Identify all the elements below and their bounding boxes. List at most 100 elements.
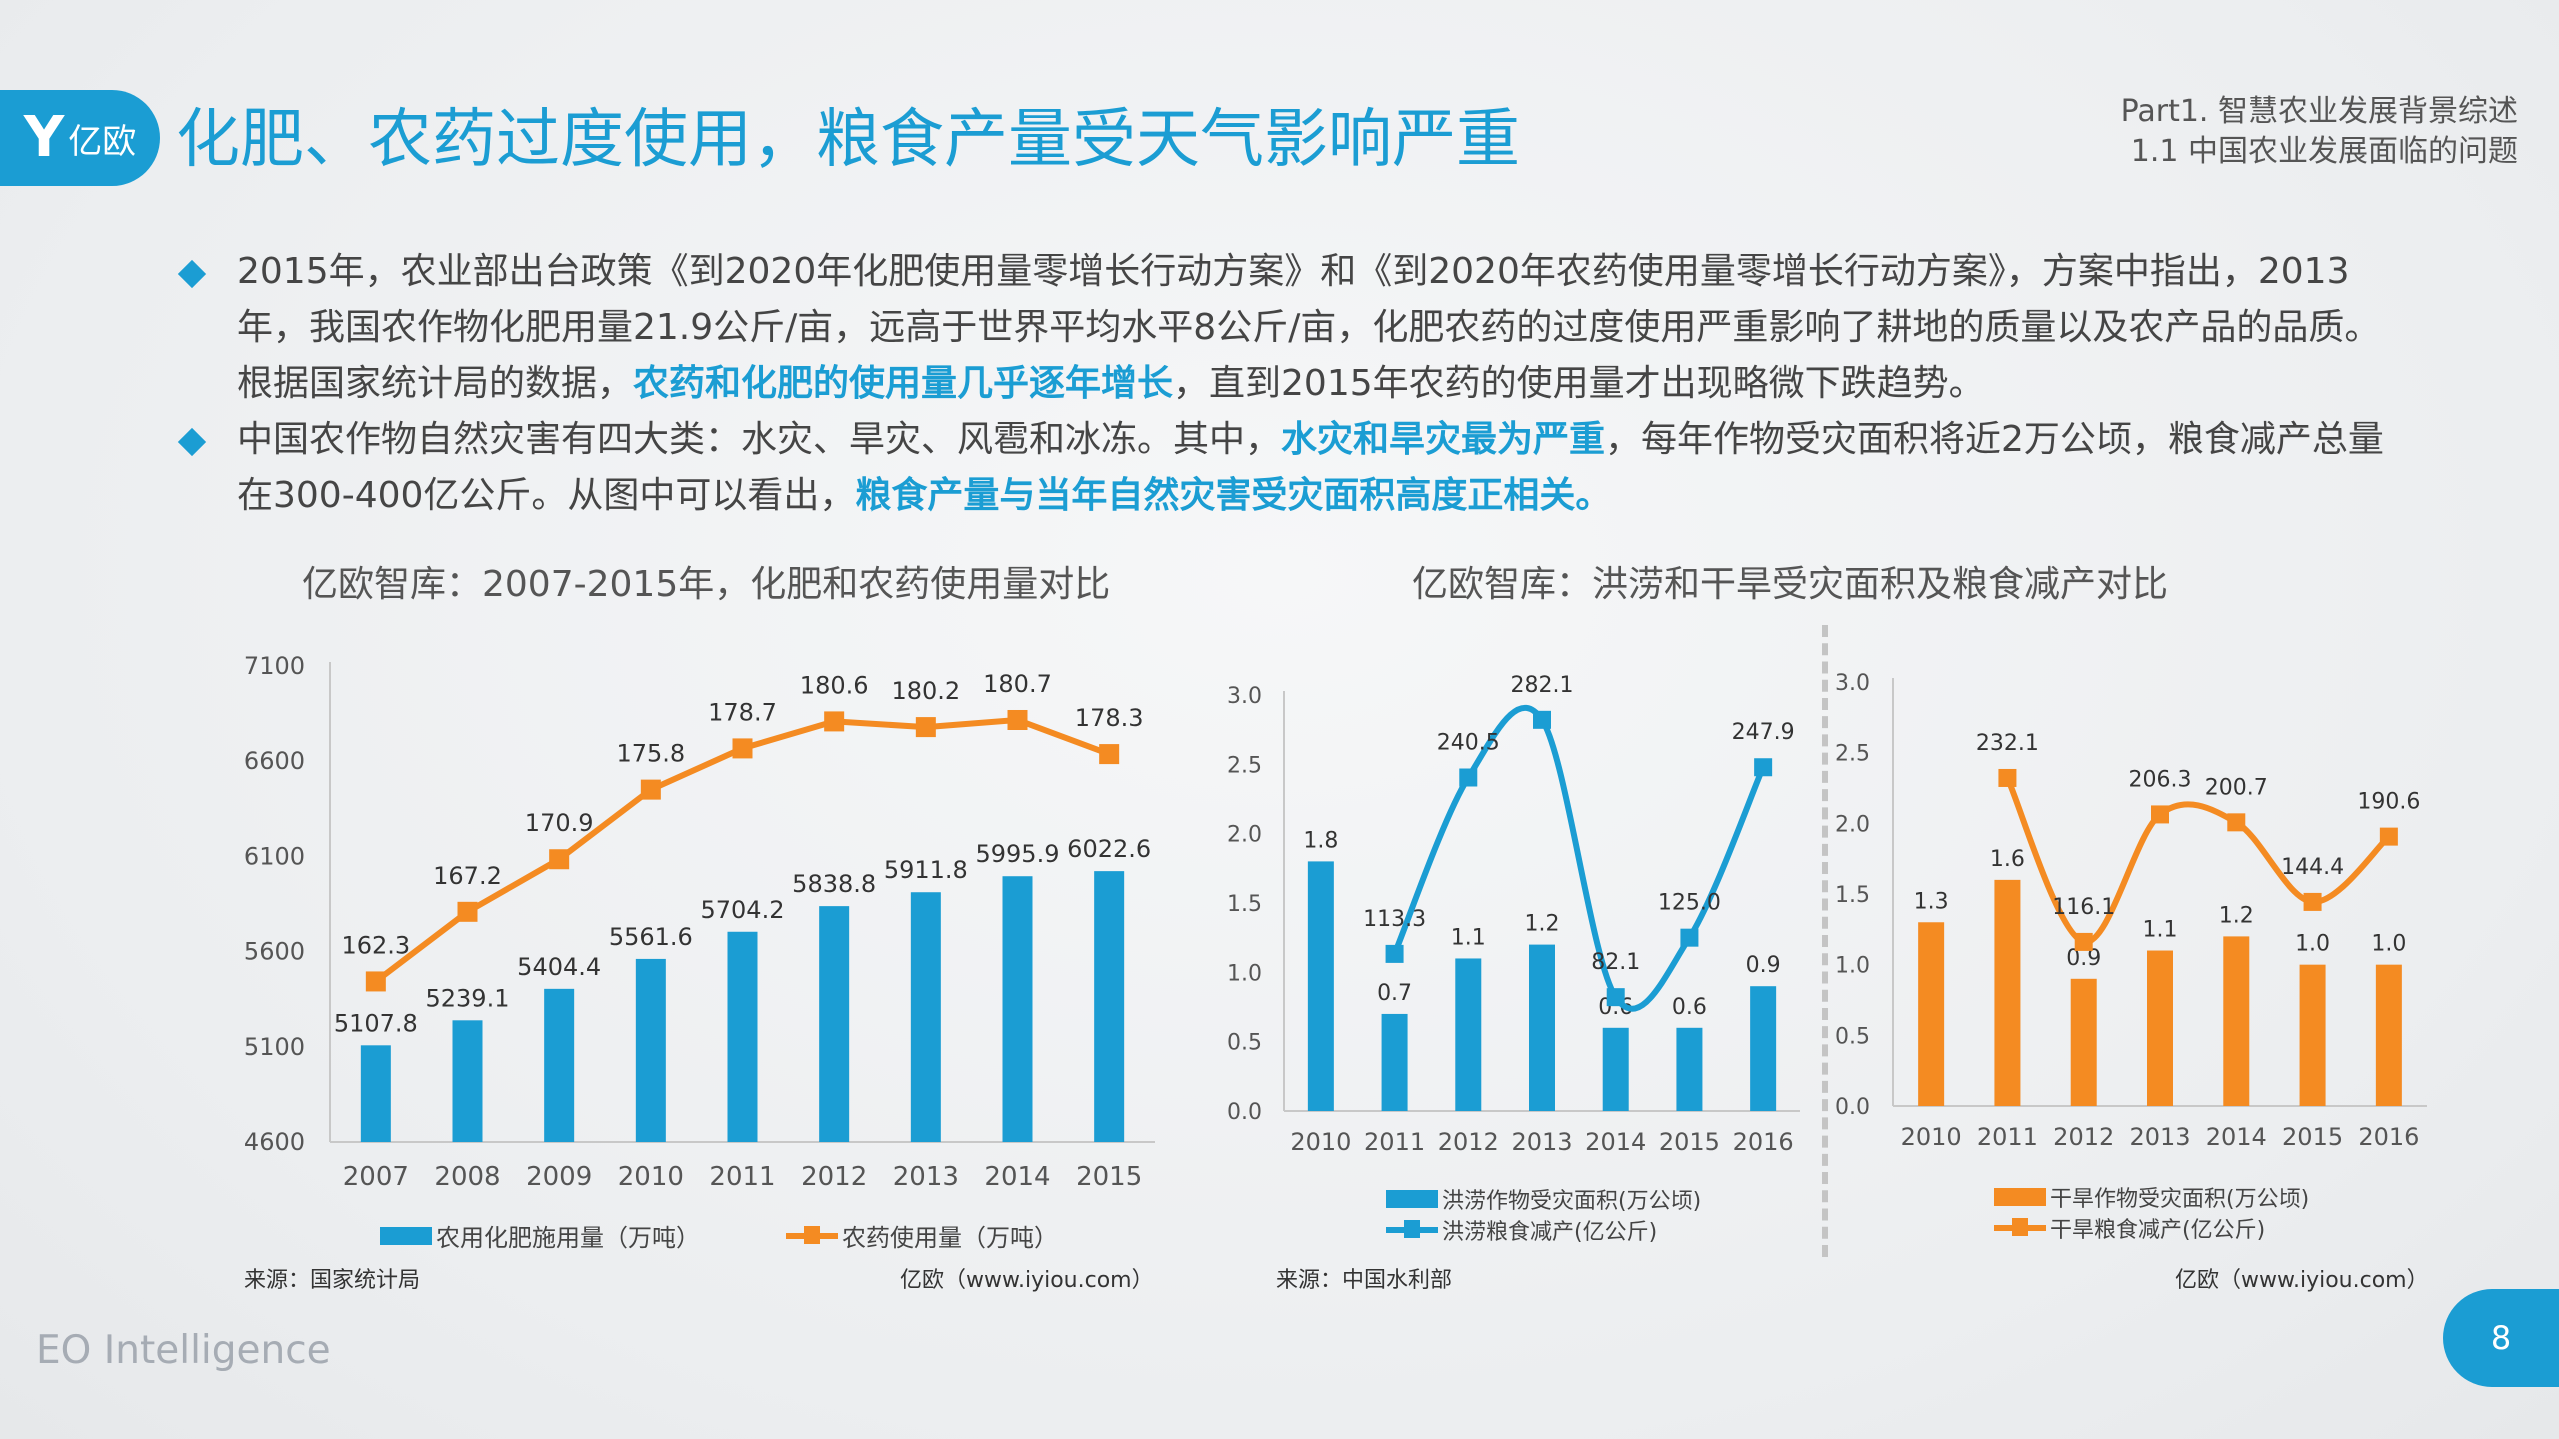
- line-marker: [549, 849, 570, 870]
- y-tick-label: 0.0: [1835, 1095, 1870, 1120]
- x-tick-label: 2016: [2358, 1123, 2419, 1151]
- bar: [1676, 1027, 1703, 1111]
- section-part: Part1. 智慧农业发展背景综述: [2120, 94, 2518, 129]
- line-data-label: 113.3: [1363, 907, 1426, 932]
- bar: [1307, 861, 1334, 1111]
- bar-data-label: 0.9: [1746, 953, 1781, 978]
- bar-data-label: 1.6: [1990, 847, 2025, 872]
- legend-label: 洪涝粮食减产(亿公斤): [1442, 1220, 1658, 1245]
- x-tick-label: 2013: [893, 1162, 959, 1192]
- bar: [2375, 964, 2402, 1106]
- y-tick-label: 3.0: [1835, 671, 1870, 696]
- y-tick-label: 2.0: [1835, 812, 1870, 837]
- y-tick-label: 1.5: [1227, 892, 1262, 917]
- line-data-label: 82.1: [1591, 950, 1640, 975]
- line-data-label: 175.8: [616, 740, 685, 768]
- bullet-text: ，每年作物受灾面积将近2万公顷，粮食减产总量在300-400亿公斤。从图中可以看…: [237, 419, 2384, 516]
- bullet-text: ，直到2015年农药的使用量才出现略微下跌趋势。: [1173, 363, 1985, 404]
- bar: [1381, 1013, 1408, 1111]
- bar: [360, 1045, 391, 1142]
- legend-bar-swatch: [1386, 1190, 1438, 1208]
- line-marker: [457, 901, 478, 922]
- line-marker: [2074, 932, 2093, 951]
- line-data-label: 190.6: [2357, 790, 2420, 815]
- bar-data-label: 1.1: [2143, 918, 2178, 943]
- x-tick-label: 2010: [1901, 1123, 1962, 1151]
- y-tick-label: 1.5: [1835, 883, 1870, 908]
- x-tick-label: 2011: [1977, 1123, 2038, 1151]
- x-tick-label: 2013: [2129, 1123, 2190, 1151]
- bullet-text: 2015年，农业部出台政策《到2020年化肥使用量零增长行动方案》和《到2020…: [237, 251, 2381, 404]
- line-marker: [640, 779, 661, 800]
- legend-line-swatch: [1994, 1218, 2046, 1236]
- y-tick-label: 2.5: [1835, 742, 1870, 767]
- legend-line-swatch: [1386, 1220, 1438, 1238]
- footer-brand: EO Intelligence: [36, 1328, 331, 1373]
- legend-item: 洪涝作物受灾面积(万公顷): [1386, 1183, 1701, 1215]
- bullet-item: 中国农作物自然灾害有四大类：水灾、旱灾、风雹和冰冻。其中，水灾和旱灾最为严重，每…: [177, 412, 2400, 524]
- bar: [727, 931, 758, 1142]
- x-tick-label: 2014: [1585, 1128, 1646, 1156]
- bar: [1529, 944, 1555, 1111]
- y-tick-label: 2.0: [1227, 823, 1262, 848]
- line-marker: [915, 717, 936, 738]
- bar: [544, 988, 575, 1142]
- bar: [910, 892, 941, 1142]
- legend-item: 洪涝粮食减产(亿公斤): [1386, 1214, 1657, 1246]
- line-data-label: 170.9: [525, 809, 594, 837]
- logo-mark-icon: Y: [23, 105, 65, 170]
- chart-source: 来源：国家统计局: [244, 1268, 421, 1293]
- line-marker: [1459, 768, 1478, 787]
- line-marker: [1680, 928, 1699, 947]
- y-tick-label: 5100: [244, 1033, 305, 1061]
- bar-data-label: 1.0: [2295, 932, 2330, 957]
- chart-source: 来源：中国水利部: [1276, 1268, 1453, 1293]
- legend-item: 农药使用量（万吨）: [786, 1218, 1058, 1253]
- page-number: 8: [2443, 1289, 2559, 1387]
- bar-data-label: 0.7: [1377, 981, 1412, 1006]
- line-data-label: 180.2: [891, 677, 960, 705]
- line-marker: [1099, 744, 1120, 765]
- x-tick-label: 2012: [801, 1162, 867, 1192]
- y-tick-label: 2.5: [1227, 753, 1262, 778]
- line-marker: [2151, 805, 2169, 824]
- legend-bar-swatch: [380, 1226, 432, 1245]
- legend-item: 农用化肥施用量（万吨）: [380, 1218, 700, 1253]
- bullet-item: 2015年，农业部出台政策《到2020年化肥使用量零增长行动方案》和《到2020…: [177, 244, 2400, 412]
- bar-data-label: 5911.8: [884, 856, 968, 884]
- bar-data-label: 5404.4: [517, 953, 601, 981]
- x-tick-label: 2011: [1364, 1128, 1425, 1156]
- x-tick-label: 2012: [2053, 1123, 2114, 1151]
- bar: [1455, 958, 1482, 1111]
- x-tick-label: 2010: [618, 1162, 684, 1192]
- line-data-label: 180.6: [800, 671, 869, 699]
- x-tick-label: 2011: [709, 1162, 775, 1192]
- x-tick-label: 2015: [1659, 1128, 1720, 1156]
- y-tick-label: 6100: [244, 842, 305, 870]
- bar-data-label: 1.2: [2219, 903, 2254, 928]
- legend-item: 干旱作物受灾面积(万公顷): [1994, 1181, 2309, 1213]
- legend-item: 干旱粮食减产(亿公斤): [1994, 1212, 2265, 1244]
- fertilizer-chart-title: 亿欧智库：2007-2015年，化肥和农药使用量对比: [302, 564, 1111, 605]
- chart-divider: [1822, 625, 1828, 1257]
- bullet-highlight: 粮食产量与当年自然灾害受灾面积高度正相关。: [855, 475, 1612, 516]
- y-tick-label: 0.5: [1227, 1031, 1262, 1056]
- bar-data-label: 1.3: [1914, 889, 1949, 914]
- bar: [2070, 978, 2097, 1106]
- bar-data-label: 1.0: [2371, 932, 2406, 957]
- x-tick-label: 2016: [1733, 1128, 1794, 1156]
- legend-label: 洪涝作物受灾面积(万公顷): [1442, 1189, 1702, 1214]
- line-marker: [365, 971, 386, 992]
- bar: [2299, 964, 2326, 1106]
- bar: [1994, 879, 2021, 1106]
- bar-data-label: 5995.9: [976, 840, 1060, 868]
- bar: [452, 1020, 483, 1142]
- line-data-label: 125.0: [1658, 891, 1721, 916]
- x-tick-label: 2007: [343, 1162, 409, 1192]
- line-data-label: 116.1: [2052, 895, 2115, 920]
- bar-data-label: 1.8: [1303, 828, 1338, 853]
- line-marker: [2379, 827, 2398, 846]
- bar-data-label: 5838.8: [792, 870, 876, 898]
- legend-label: 农药使用量（万吨）: [842, 1224, 1058, 1252]
- line-data-label: 200.7: [2205, 775, 2268, 800]
